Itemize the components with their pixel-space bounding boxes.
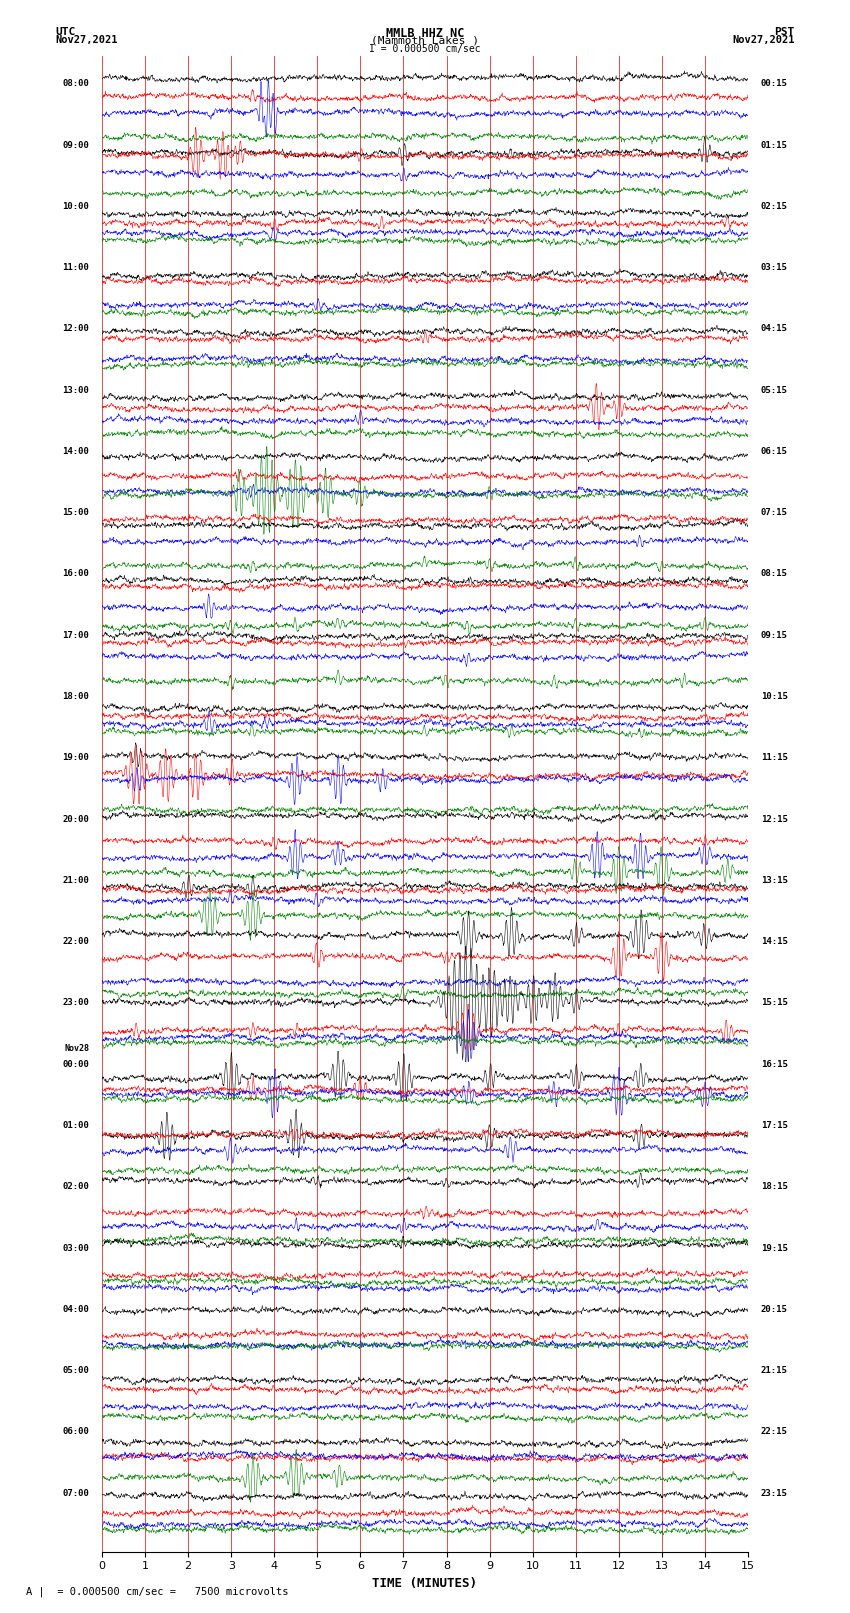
Text: 15:15: 15:15 (761, 998, 788, 1008)
Text: 03:15: 03:15 (761, 263, 788, 273)
Text: 01:00: 01:00 (62, 1121, 89, 1131)
Text: 09:00: 09:00 (62, 140, 89, 150)
Text: 10:15: 10:15 (761, 692, 788, 702)
Text: 16:00: 16:00 (62, 569, 89, 579)
Text: 10:00: 10:00 (62, 202, 89, 211)
Text: 19:00: 19:00 (62, 753, 89, 763)
Text: 13:15: 13:15 (761, 876, 788, 886)
Text: MMLB HHZ NC: MMLB HHZ NC (386, 27, 464, 40)
Text: 15:00: 15:00 (62, 508, 89, 518)
Text: 16:15: 16:15 (761, 1060, 788, 1069)
Text: UTC: UTC (55, 27, 76, 37)
Text: Nov27,2021: Nov27,2021 (732, 35, 795, 45)
Text: 02:00: 02:00 (62, 1182, 89, 1192)
Text: 03:00: 03:00 (62, 1244, 89, 1253)
Text: (Mammoth Lakes ): (Mammoth Lakes ) (371, 35, 479, 45)
Text: 08:15: 08:15 (761, 569, 788, 579)
Text: 21:15: 21:15 (761, 1366, 788, 1376)
Text: I = 0.000500 cm/sec: I = 0.000500 cm/sec (369, 44, 481, 53)
Text: 23:15: 23:15 (761, 1489, 788, 1498)
Text: 22:00: 22:00 (62, 937, 89, 947)
Text: 07:15: 07:15 (761, 508, 788, 518)
Text: 01:15: 01:15 (761, 140, 788, 150)
Text: 09:15: 09:15 (761, 631, 788, 640)
Text: Nov27,2021: Nov27,2021 (55, 35, 118, 45)
Text: 23:00: 23:00 (62, 998, 89, 1008)
Text: 14:00: 14:00 (62, 447, 89, 456)
Text: 06:00: 06:00 (62, 1428, 89, 1437)
Text: 17:00: 17:00 (62, 631, 89, 640)
Text: 00:00: 00:00 (62, 1060, 89, 1069)
Text: 19:15: 19:15 (761, 1244, 788, 1253)
Text: 14:15: 14:15 (761, 937, 788, 947)
Text: 08:00: 08:00 (62, 79, 89, 89)
Text: Nov28: Nov28 (64, 1044, 89, 1053)
Text: 13:00: 13:00 (62, 386, 89, 395)
Text: 05:15: 05:15 (761, 386, 788, 395)
Text: 17:15: 17:15 (761, 1121, 788, 1131)
Text: 06:15: 06:15 (761, 447, 788, 456)
Text: 12:15: 12:15 (761, 815, 788, 824)
Text: 07:00: 07:00 (62, 1489, 89, 1498)
X-axis label: TIME (MINUTES): TIME (MINUTES) (372, 1578, 478, 1590)
Text: PST: PST (774, 27, 795, 37)
Text: 18:00: 18:00 (62, 692, 89, 702)
Text: 22:15: 22:15 (761, 1428, 788, 1437)
Text: 11:00: 11:00 (62, 263, 89, 273)
Text: A |  = 0.000500 cm/sec =   7500 microvolts: A | = 0.000500 cm/sec = 7500 microvolts (26, 1586, 288, 1597)
Text: 00:15: 00:15 (761, 79, 788, 89)
Text: 04:00: 04:00 (62, 1305, 89, 1315)
Text: 11:15: 11:15 (761, 753, 788, 763)
Text: 20:00: 20:00 (62, 815, 89, 824)
Text: 02:15: 02:15 (761, 202, 788, 211)
Text: 05:00: 05:00 (62, 1366, 89, 1376)
Text: 12:00: 12:00 (62, 324, 89, 334)
Text: 04:15: 04:15 (761, 324, 788, 334)
Text: 20:15: 20:15 (761, 1305, 788, 1315)
Text: 21:00: 21:00 (62, 876, 89, 886)
Text: 18:15: 18:15 (761, 1182, 788, 1192)
